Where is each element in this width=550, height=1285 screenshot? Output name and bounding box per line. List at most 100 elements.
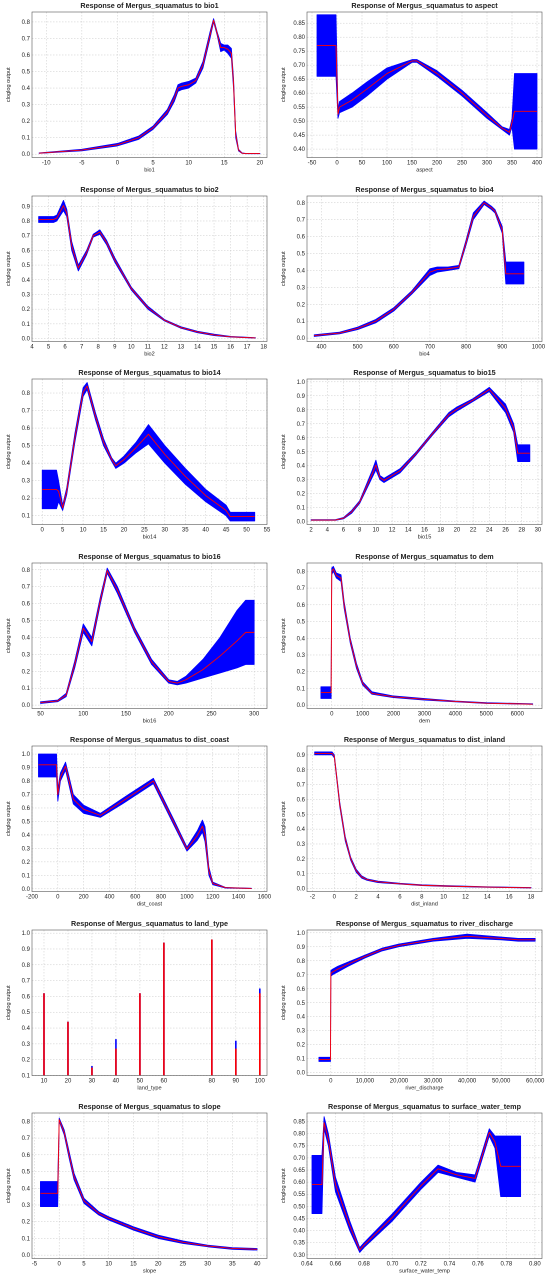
y-tick-label: 0.5	[297, 812, 306, 818]
y-tick-label: 0.6	[22, 994, 31, 1000]
y-tick-label: 0.0	[22, 152, 31, 158]
x-tick-label: 50	[243, 528, 250, 534]
y-tick-label: 0.4	[297, 1014, 306, 1020]
mean-response-line	[318, 935, 536, 1060]
x-tick-label: 12	[389, 528, 396, 534]
y-tick-label: 0.0	[297, 887, 306, 893]
chart-svg-river_discharge: Response of Mergus_squamatus to river_di…	[281, 919, 545, 1092]
x-tick-label: 14	[194, 344, 201, 350]
chart-panel-bio15: Response of Mergus_squamatus to bio15 2 4 6…	[275, 367, 550, 551]
plot-frame	[306, 745, 543, 892]
chart-title: Response of Mergus_squamatus to bio15	[353, 368, 495, 377]
y-tick-label: 0.8	[297, 408, 306, 414]
x-tick-label: 1000	[180, 895, 194, 901]
y-tick-label: 0.1	[297, 319, 306, 325]
x-tick-label: 11	[145, 344, 152, 350]
y-tick-label: 0.4	[22, 833, 31, 839]
x-tick-label: 5	[82, 1262, 86, 1268]
x-tick-label: 35	[229, 1262, 236, 1268]
y-tick-label: 0.75	[293, 49, 305, 55]
x-axis-label: bio2	[144, 351, 155, 357]
y-axis-label: cloglog output	[6, 801, 12, 836]
x-axis-label: bio14	[143, 535, 157, 541]
x-tick-label: 0	[41, 528, 45, 534]
y-tick-label: 0.3	[297, 285, 306, 291]
y-tick-label: 0.6	[297, 797, 306, 803]
y-tick-label: 0.3	[22, 1041, 31, 1047]
mean-response-line	[40, 569, 255, 703]
x-tick-label: 10	[440, 895, 447, 901]
mean-response-line	[38, 764, 252, 889]
x-tick-label: 0	[330, 711, 334, 717]
y-tick-label: 0.8	[297, 958, 306, 964]
y-tick-label: 0.3	[297, 652, 306, 658]
x-tick-label: 3000	[418, 711, 432, 717]
y-tick-label: 0.0	[297, 336, 306, 342]
x-axis-label: bio16	[143, 718, 157, 724]
x-tick-label: 25	[180, 1262, 187, 1268]
y-tick-label: 0.3	[297, 1028, 306, 1034]
x-tick-label: 200	[164, 711, 175, 717]
chart-title: Response of Mergus_squamatus to surface_…	[328, 1102, 522, 1111]
x-tick-label: 700	[425, 344, 436, 350]
y-tick-label: 0.6	[297, 234, 306, 240]
y-tick-label: 0.5	[22, 618, 31, 624]
x-tick-label: 18	[528, 895, 535, 901]
x-tick-label: 50	[137, 1078, 144, 1084]
x-tick-label: 20	[155, 1262, 162, 1268]
y-tick-label: 0.4	[22, 277, 31, 283]
x-tick-label: 40	[113, 1078, 120, 1084]
y-tick-label: 0.0	[22, 703, 31, 709]
x-tick-label: 17	[244, 344, 251, 350]
y-tick-label: 0.7	[22, 233, 31, 239]
x-tick-label: 50,000	[492, 1078, 511, 1084]
x-tick-label: 600	[130, 895, 141, 901]
y-tick-label: 0.1	[297, 872, 306, 878]
x-tick-label: 4	[30, 344, 34, 350]
response-range-band	[38, 753, 252, 889]
x-tick-label: 10	[128, 344, 135, 350]
y-tick-label: 0.6	[22, 426, 31, 432]
y-tick-label: 0.5	[297, 1000, 306, 1006]
y-tick-label: 0.55	[293, 105, 305, 111]
y-tick-label: 0.45	[293, 133, 305, 139]
y-tick-label: 0.1	[22, 873, 31, 879]
x-tick-label: 0.70	[387, 1262, 399, 1268]
response-range-band	[38, 18, 261, 155]
x-tick-label: 15	[100, 528, 107, 534]
chart-title: Response of Mergus_squamatus to bio4	[355, 185, 493, 194]
y-tick-label: 0.60	[293, 1180, 305, 1186]
x-tick-label: 200	[79, 895, 90, 901]
y-tick-label: 0.8	[22, 20, 31, 26]
y-tick-label: 1.0	[22, 931, 31, 937]
x-axis-label: bio15	[418, 535, 432, 541]
chart-panel-surface_water_temp: Response of Mergus_squamatus to surface_…	[275, 1101, 550, 1285]
chart-svg-bio1: Response of Mergus_squamatus to bio1 -10 -…	[6, 1, 268, 174]
x-tick-label: 22	[470, 528, 477, 534]
x-tick-label: 0.64	[301, 1262, 313, 1268]
mean-response-line	[317, 45, 537, 133]
y-tick-label: 0.9	[297, 944, 306, 950]
x-tick-label: 25	[141, 528, 148, 534]
x-tick-label: 15	[211, 344, 218, 350]
x-tick-label: 0	[333, 895, 337, 901]
y-tick-label: 0.4	[22, 461, 31, 467]
y-tick-label: 0.4	[297, 464, 306, 470]
x-tick-label: 150	[121, 711, 132, 717]
y-tick-label: 0.7	[22, 36, 31, 42]
x-axis-label: bio4	[419, 351, 430, 357]
chart-title: Response of Mergus_squamatus to dem	[355, 552, 493, 561]
response-range-band	[38, 199, 256, 339]
plot-frame	[306, 929, 543, 1076]
y-tick-label: 0.3	[22, 292, 31, 298]
chart-svg-surface_water_temp: Response of Mergus_squamatus to surface_…	[281, 1102, 543, 1275]
y-tick-label: 0.9	[22, 766, 31, 772]
y-tick-label: 0.8	[22, 391, 31, 397]
y-tick-label: 0.7	[297, 972, 306, 978]
x-tick-label: 400	[532, 161, 543, 167]
chart-panel-bio16: Response of Mergus_squamatus to bio16 50 1…	[0, 551, 275, 735]
y-axis-label: cloglog output	[6, 1168, 12, 1203]
x-tick-label: 14	[484, 895, 491, 901]
x-tick-label: 100	[382, 161, 393, 167]
x-tick-label: 16	[421, 528, 428, 534]
